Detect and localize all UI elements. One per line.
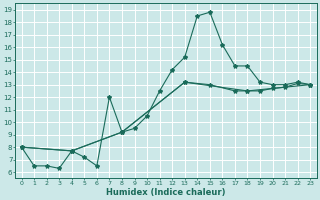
- X-axis label: Humidex (Indice chaleur): Humidex (Indice chaleur): [106, 188, 226, 197]
